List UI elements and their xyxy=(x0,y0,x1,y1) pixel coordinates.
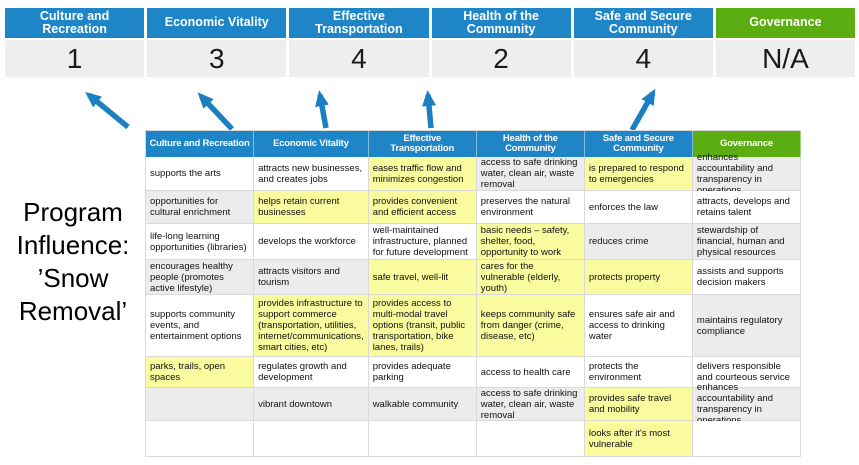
matrix-cell: supports the arts xyxy=(146,157,255,191)
matrix-cell: reduces crime xyxy=(584,224,693,260)
matrix-cell: preserves the natural environment xyxy=(476,191,585,224)
matrix-cell: looks after it's most vulnerable xyxy=(584,421,693,457)
priority-score-health-of-the-community: 2 xyxy=(431,40,571,77)
matrix-cell: attracts visitors and tourism xyxy=(254,260,369,295)
scoreboard-item: Culture and Recreation 1 xyxy=(5,8,145,77)
matrix-cell: regulates growth and development xyxy=(254,357,369,388)
title-line: Program xyxy=(23,197,123,227)
matrix-cell: provides adequate parking xyxy=(368,357,477,388)
matrix-cell: life-long learning opportunities (librar… xyxy=(146,224,255,260)
priority-score-effective-transportation: 4 xyxy=(289,40,429,77)
matrix-cell: attracts new businesses, and creates job… xyxy=(254,157,369,191)
matrix-cell: access to health care xyxy=(476,357,585,388)
priority-header-effective-transportation: Effective Transportation xyxy=(289,8,429,38)
matrix-cell: enhances accountability and transparency… xyxy=(692,382,801,426)
matrix-cell: basic needs – safety, shelter, food, opp… xyxy=(476,224,585,260)
matrix-cell: provides access to multi-modal travel op… xyxy=(368,295,477,357)
matrix-cell xyxy=(146,421,255,457)
matrix-cell: encourages healthy people (promotes acti… xyxy=(146,260,255,295)
matrix-cell: access to safe drinking water, clean air… xyxy=(476,157,585,191)
matrix-cell: provides safe travel and mobility xyxy=(584,388,693,421)
scoreboard-item: Effective Transportation 4 xyxy=(289,8,429,77)
title-line: Removal’ xyxy=(18,296,128,326)
matrix-cell: provides infrastructure to support comme… xyxy=(254,295,369,357)
priority-scoreboard: Culture and Recreation 1 Economic Vitali… xyxy=(5,8,855,77)
matrix-cell: provides convenient and efficient access xyxy=(368,191,477,224)
matrix-column-header: Governance xyxy=(692,131,801,157)
matrix-cell: access to safe drinking water, clean air… xyxy=(476,388,585,421)
matrix-cell: is prepared to respond to emergencies xyxy=(584,157,693,191)
priority-score-economic-vitality: 3 xyxy=(147,40,287,77)
matrix-column-header: Economic Vitality xyxy=(254,131,369,157)
matrix-cell: maintains regulatory compliance xyxy=(692,295,801,357)
matrix-cell: safe travel, well-lit xyxy=(368,260,477,295)
arrow-up-icon xyxy=(422,90,436,129)
matrix-cell: enforces the law xyxy=(584,191,693,224)
scoreboard-item: Governance N/A xyxy=(715,8,855,77)
scoreboard-item: Health of the Community 2 xyxy=(431,8,571,77)
matrix-cell: keeps community safe from danger (crime,… xyxy=(476,295,585,357)
matrix-cell: opportunities for cultural enrichment xyxy=(146,191,255,224)
scoreboard-item: Economic Vitality 3 xyxy=(147,8,287,77)
matrix-column-header: Effective Transportation xyxy=(368,131,477,157)
matrix-cell: parks, trails, open spaces xyxy=(146,357,255,388)
matrix-cell: helps retain current businesses xyxy=(254,191,369,224)
matrix-cell: protects property xyxy=(584,260,693,295)
matrix-cell xyxy=(146,388,255,421)
matrix-cell: protects the environment xyxy=(584,357,693,388)
arrow-up-icon xyxy=(85,91,130,130)
matrix-cell: well-maintained infrastructure, planned … xyxy=(368,224,477,260)
title-line: ’Snow xyxy=(37,263,109,293)
matrix-cell: vibrant downtown xyxy=(254,388,369,421)
matrix-cell: walkable community xyxy=(368,388,477,421)
priority-score-governance: N/A xyxy=(715,40,855,77)
priority-header-safe-and-secure-community: Safe and Secure Community xyxy=(573,8,713,38)
priority-score-safe-and-secure-community: 4 xyxy=(573,40,713,77)
matrix-cell: assists and supports decision makers xyxy=(692,260,801,295)
matrix-column-header: Safe and Secure Community xyxy=(584,131,693,157)
arrow-up-icon xyxy=(629,88,656,132)
title-line: Influence: xyxy=(16,230,130,260)
priority-header-economic-vitality: Economic Vitality xyxy=(147,8,287,38)
priority-header-culture-and-recreation: Culture and Recreation xyxy=(5,8,145,38)
matrix-column-header: Culture and Recreation xyxy=(146,131,255,157)
matrix-cell: stewardship of financial, human and phys… xyxy=(692,224,801,260)
matrix-cell xyxy=(476,421,585,457)
matrix-column-header: Health of the Community xyxy=(476,131,585,157)
priority-header-health-of-the-community: Health of the Community xyxy=(431,8,571,38)
matrix-cell: ensures safe air and access to drinking … xyxy=(584,295,693,357)
matrix-cell: attracts, develops and retains talent xyxy=(692,191,801,224)
priority-matrix-table: Culture and Recreation Economic Vitality E… xyxy=(145,130,801,457)
priority-header-governance: Governance xyxy=(715,8,855,38)
matrix-cell: cares for the vulnerable (elderly, youth… xyxy=(476,260,585,295)
scoreboard-item: Safe and Secure Community 4 xyxy=(573,8,713,77)
matrix-cell: develops the workforce xyxy=(254,224,369,260)
arrow-up-icon xyxy=(315,90,329,129)
program-influence-title: Program Influence: ’Snow Removal’ xyxy=(0,196,146,328)
matrix-cell xyxy=(254,421,369,457)
matrix-cell xyxy=(692,421,801,457)
matrix-cell xyxy=(368,421,477,457)
matrix-cell: delivers responsible and courteous servi… xyxy=(692,357,801,388)
priority-score-culture-and-recreation: 1 xyxy=(5,40,145,77)
arrow-up-icon xyxy=(197,92,235,131)
matrix-cell: eases traffic flow and minimizes congest… xyxy=(368,157,477,191)
matrix-cell: supports community events, and entertain… xyxy=(146,295,255,357)
matrix-cell: enhances accountability and transparency… xyxy=(692,152,801,196)
